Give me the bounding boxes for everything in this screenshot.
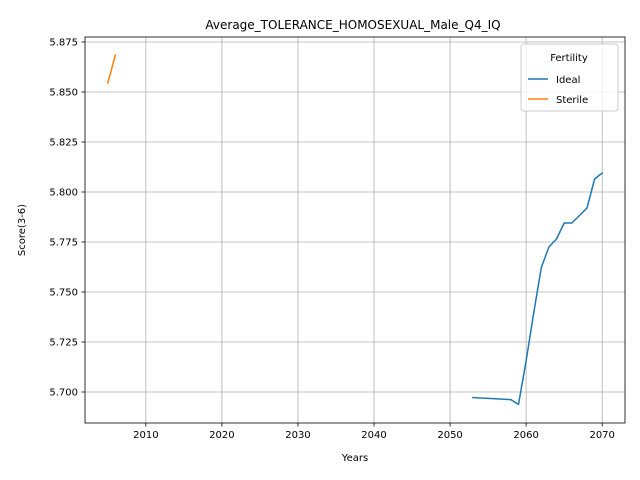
y-axis-label: Score(3-6) bbox=[17, 204, 28, 256]
legend-box bbox=[520, 43, 619, 112]
x-axis: 2010 2020 2030 2040 2050 2060 2070 bbox=[133, 423, 615, 441]
series-line-ideal bbox=[472, 171, 604, 406]
y-tick-label: 5.725 bbox=[49, 338, 78, 349]
series-line-sterile bbox=[106, 54, 117, 84]
y-tick-label: 5.750 bbox=[49, 288, 78, 299]
y-tick-label: 5.850 bbox=[49, 88, 78, 99]
x-tick-label: 2020 bbox=[209, 430, 234, 441]
legend-label-ideal: Ideal bbox=[556, 75, 580, 86]
y-tick-label: 5.875 bbox=[49, 38, 78, 49]
x-tick-label: 2030 bbox=[285, 430, 310, 441]
plot-frame bbox=[84, 36, 626, 424]
legend: Fertility Ideal Sterile bbox=[520, 43, 619, 112]
x-tick-label: 2070 bbox=[589, 430, 614, 441]
x-tick-label: 2060 bbox=[513, 430, 538, 441]
series-lines bbox=[106, 54, 604, 406]
y-tick-label: 5.700 bbox=[49, 388, 78, 399]
y-tick-label: 5.800 bbox=[49, 188, 78, 199]
y-axis: 5.700 5.725 5.750 5.775 5.800 5.825 5.850 5.875 bbox=[49, 38, 85, 399]
x-tick-label: 2050 bbox=[437, 430, 462, 441]
x-axis-label: Years bbox=[341, 453, 368, 464]
chart-title: Average_TOLERANCE_HOMOSEXUAL_Male_Q4_IQ bbox=[205, 18, 500, 32]
y-tick-label: 5.825 bbox=[49, 138, 78, 149]
legend-label-sterile: Sterile bbox=[556, 95, 588, 106]
x-tick-label: 2040 bbox=[361, 430, 386, 441]
y-tick-label: 5.775 bbox=[49, 238, 78, 249]
legend-title: Fertility bbox=[550, 53, 588, 64]
x-tick-label: 2010 bbox=[133, 430, 158, 441]
